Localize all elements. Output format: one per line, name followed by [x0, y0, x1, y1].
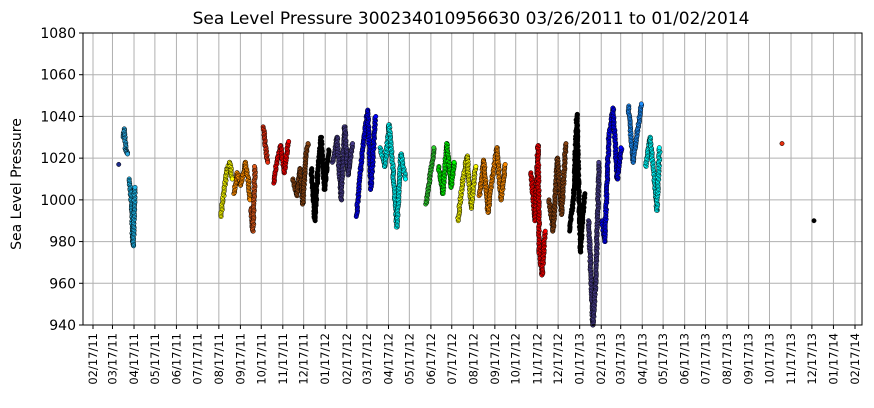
data-point [403, 176, 408, 182]
data-point [618, 145, 624, 151]
x-tick-label: 02/17/13 [594, 333, 608, 385]
y-tick-label: 1000 [40, 193, 76, 209]
x-tick-label: 12/17/11 [297, 333, 311, 385]
x-tick-label: 05/17/13 [656, 333, 670, 385]
y-tick-label: 1080 [40, 26, 76, 42]
x-tick-label: 05/17/12 [402, 333, 416, 385]
x-tick-label: 03/17/12 [360, 333, 374, 385]
data-point [116, 161, 122, 167]
data-point [265, 159, 271, 165]
x-tick-label: 06/17/12 [424, 333, 438, 385]
y-tick-label: 1040 [40, 109, 76, 125]
x-tick-label: 02/17/11 [86, 333, 100, 385]
data-point [229, 176, 235, 182]
data-point [326, 147, 332, 153]
data-point [638, 101, 644, 107]
x-axis: 02/17/11 03/17/11 04/17/11 05/17/11 06/17/11… [86, 325, 862, 385]
x-tick-label: 06/17/11 [169, 333, 183, 385]
y-tick-label: 980 [49, 235, 76, 251]
x-tick-label: 05/17/11 [148, 333, 162, 385]
y-tick-label: 940 [49, 318, 76, 334]
x-tick-label: 09/17/11 [233, 333, 247, 385]
y-tick-label: 1060 [40, 68, 76, 84]
x-tick-label: 11/17/13 [784, 333, 798, 385]
x-tick-label: 08/17/11 [212, 333, 226, 385]
x-tick-label: 10/17/13 [762, 333, 776, 385]
data-point [431, 145, 437, 151]
plot-frame [82, 32, 863, 326]
x-tick-label: 12/17/13 [805, 333, 819, 385]
x-tick-label: 10/17/12 [509, 333, 523, 385]
x-tick-label: 08/17/12 [466, 333, 480, 385]
data-point [132, 184, 138, 190]
data-point [286, 139, 292, 144]
data-point [582, 191, 588, 197]
data-point [542, 228, 548, 234]
x-tick-label: 01/17/12 [318, 333, 332, 385]
data-point [563, 141, 569, 146]
x-tick-label: 07/17/13 [699, 333, 713, 385]
data-point [305, 141, 311, 146]
x-tick-label: 03/17/13 [614, 333, 628, 385]
y-axis: 940 960 980 1000 1020 1040 1060 1080 [40, 26, 83, 334]
x-tick-label: 09/17/13 [742, 333, 756, 385]
data-points [116, 101, 817, 328]
x-tick-label: 11/17/11 [276, 333, 290, 385]
x-tick-label: 04/17/12 [381, 333, 395, 385]
x-tick-label: 07/17/12 [445, 333, 459, 385]
data-point [811, 218, 817, 224]
data-point [473, 164, 479, 169]
x-tick-label: 07/17/11 [190, 333, 204, 385]
data-point [125, 151, 131, 157]
x-tick-label: 10/17/11 [254, 333, 268, 385]
chart-title: Sea Level Pressure 300234010956630 03/26… [193, 9, 750, 29]
x-tick-label: 11/17/12 [530, 333, 544, 385]
data-point [656, 145, 662, 151]
data-point [252, 164, 257, 169]
x-tick-label: 01/17/13 [573, 333, 587, 385]
data-point [350, 141, 356, 146]
x-tick-label: 04/17/11 [127, 333, 141, 385]
x-tick-label: 12/17/12 [551, 333, 565, 385]
data-point [779, 141, 785, 146]
x-tick-label: 08/17/13 [720, 333, 734, 385]
x-tick-label: 03/17/11 [105, 333, 119, 385]
y-tick-label: 960 [49, 276, 76, 292]
data-point [596, 159, 602, 165]
data-point [502, 161, 508, 167]
x-tick-label: 01/17/14 [826, 333, 840, 385]
y-axis-label: Sea Level Pressure [9, 118, 25, 250]
x-tick-label: 09/17/12 [488, 333, 502, 385]
x-tick-label: 06/17/13 [678, 333, 692, 385]
y-tick-label: 1020 [40, 151, 76, 167]
x-tick-label: 04/17/13 [635, 333, 649, 385]
x-tick-label: 02/17/12 [340, 333, 354, 385]
data-point [373, 113, 379, 119]
data-point [451, 159, 457, 165]
x-tick-label: 02/17/14 [848, 333, 862, 385]
